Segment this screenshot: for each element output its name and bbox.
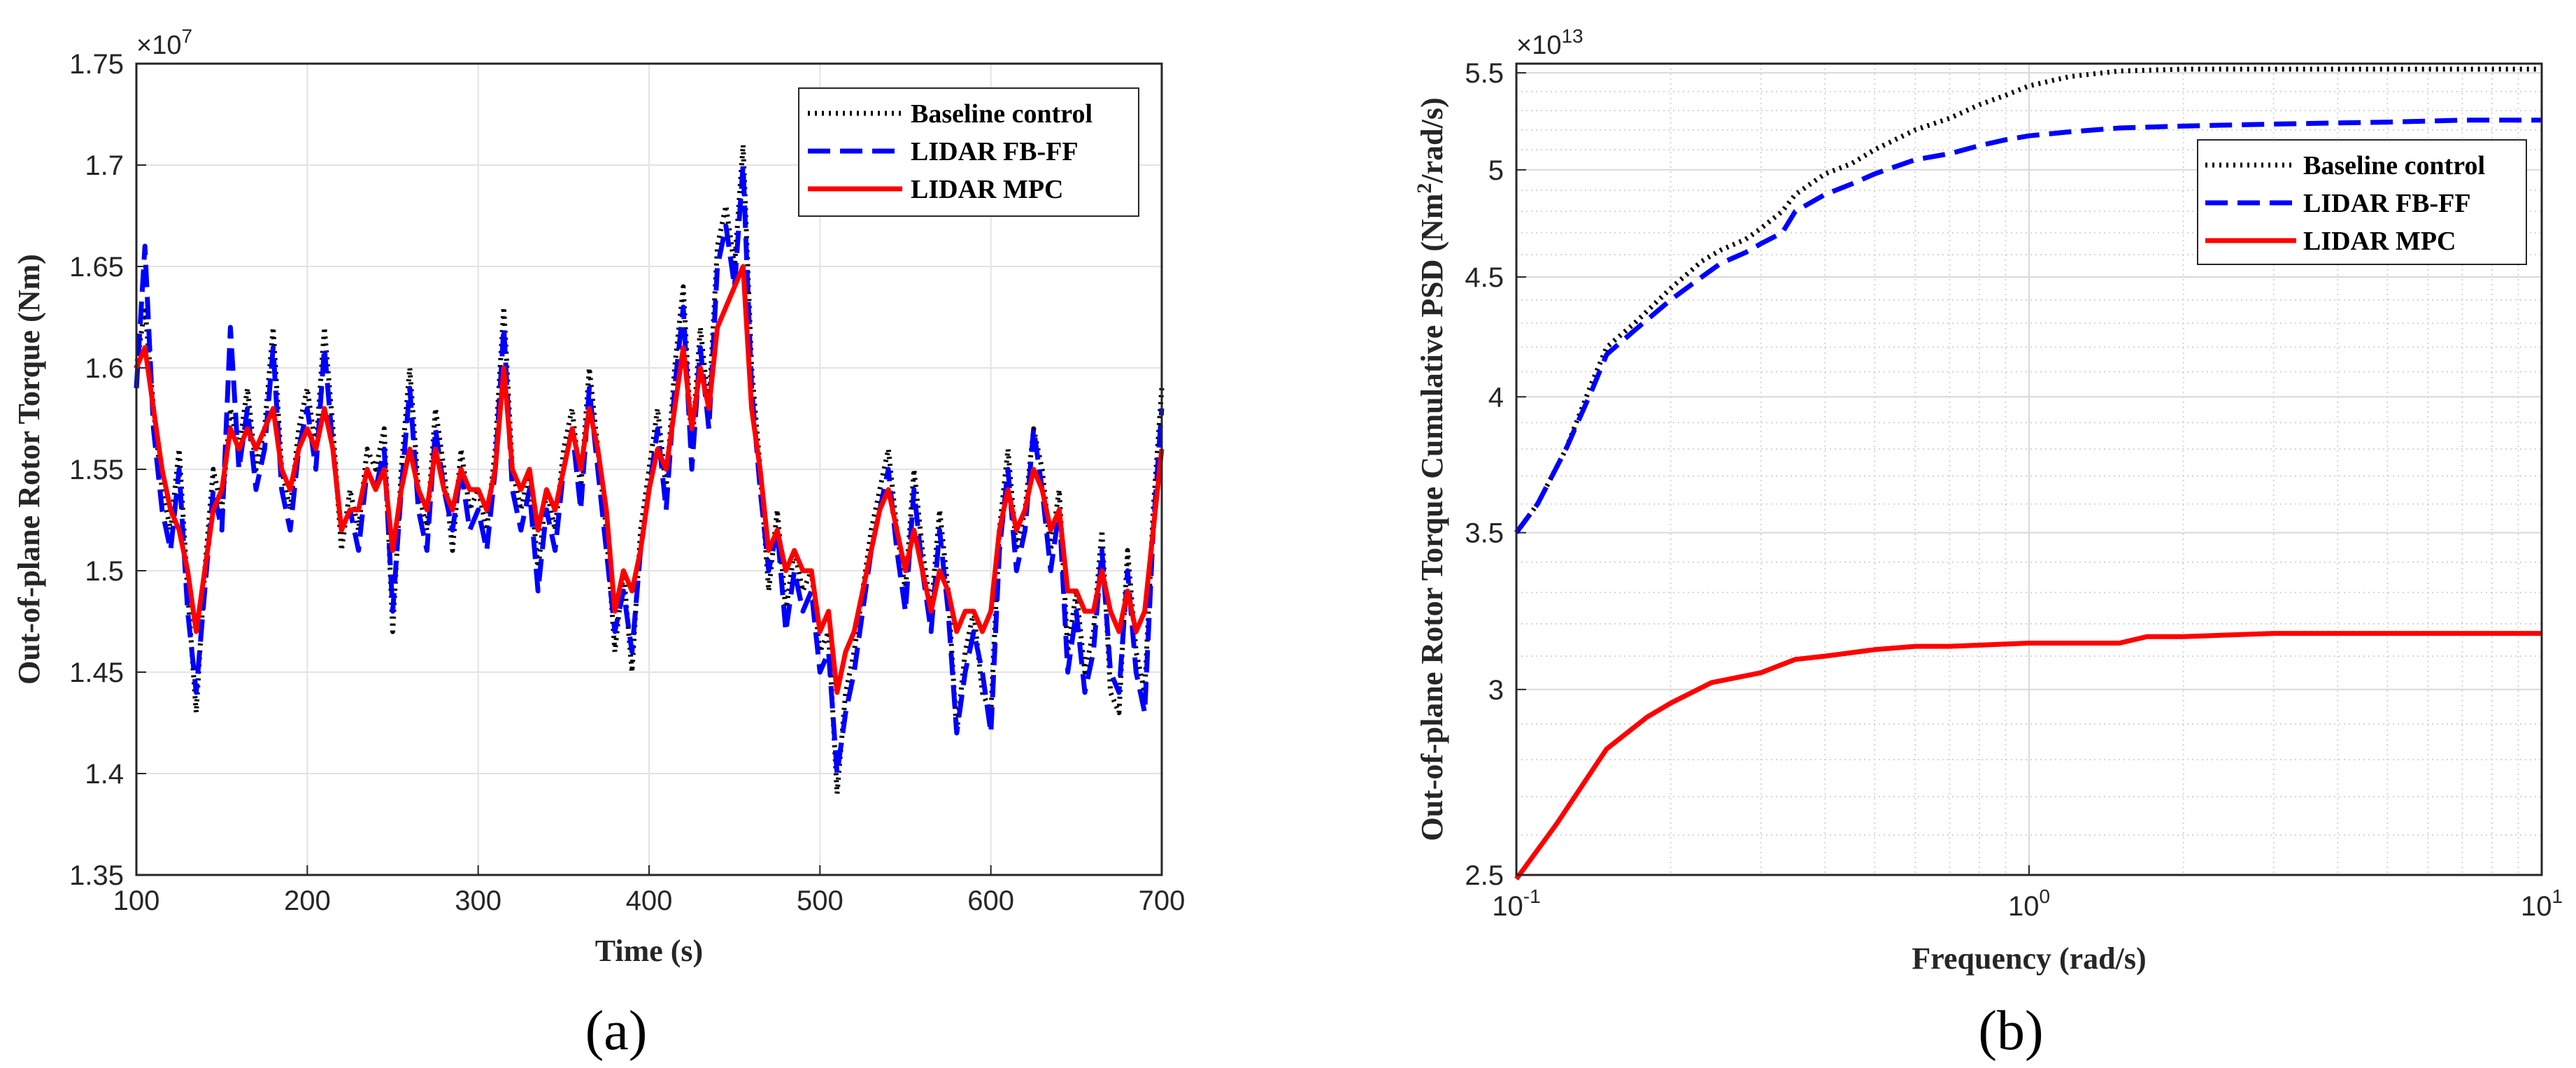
chart-a-multiplier: ×107 xyxy=(136,25,192,60)
chart-a-series xyxy=(134,142,1165,797)
chart-a-y-tick-label: 1.6 xyxy=(85,353,124,384)
chart-b-legend-label-fbff: LIDAR FB-FF xyxy=(2303,189,2471,218)
chart-a-x-tick-label: 500 xyxy=(797,885,844,916)
chart-a-y-tick-label: 1.75 xyxy=(69,49,124,80)
chart-b-y-label: Out-of-plane Rotor Torque Cumulative PSD… xyxy=(1413,97,1449,841)
chart-b-series-lidar-fb-ff xyxy=(1514,118,2542,534)
chart-a-legend-label-fbff: LIDAR FB-FF xyxy=(911,137,1079,166)
chart-b-x-tick-label: 10-1 xyxy=(1492,885,1540,922)
chart-b-frame xyxy=(1515,62,2543,876)
chart-b-series-lidar-mpc xyxy=(1514,631,2542,881)
chart-a-y-tick-label: 1.5 xyxy=(85,556,124,587)
chart-a-y-tick-label: 1.45 xyxy=(69,657,124,688)
chart-b-y-tick-label: 4.5 xyxy=(1465,262,1504,293)
chart-b-series-baseline-control xyxy=(1514,66,2542,534)
chart-a-ticks: 100 200 300 400 500 600 700 1.35 1.4 1.45 1.5 1.55 1… xyxy=(69,49,1185,916)
chart-b-y-tick-label: 5 xyxy=(1488,155,1504,186)
chart-a-x-tick-label: 100 xyxy=(113,885,160,916)
chart-b-y-tick-label: 2.5 xyxy=(1465,860,1504,891)
chart-a-y-tick-label: 1.65 xyxy=(69,252,124,283)
chart-a-x-tick-label: 200 xyxy=(284,885,331,916)
chart-b-ticks: 10-1 100 101 2.5 3 3.5 4 4.5 5 5.5 xyxy=(1465,58,2563,922)
chart-a-frame xyxy=(135,62,1163,876)
chart-b-series xyxy=(1514,66,2542,881)
chart-b-y-tick-label: 4 xyxy=(1488,382,1504,413)
chart-b-legend-label-mpc: LIDAR MPC xyxy=(2303,227,2456,256)
chart-a-y-label: Out-of-plane Rotor Torque (Nm) xyxy=(12,254,46,685)
chart-b-legend-label-baseline: Baseline control xyxy=(2303,151,2485,180)
chart-b-y-tick-label: 3.5 xyxy=(1465,518,1504,549)
chart-b-legend: Baseline control LIDAR FB-FF LIDAR MPC xyxy=(2197,139,2527,265)
chart-b-y-tick-label: 5.5 xyxy=(1465,58,1504,89)
chart-a-x-tick-label: 400 xyxy=(626,885,673,916)
chart-a: 100 200 300 400 500 600 700 1.35 1.4 1.45 1.5 1.55 1… xyxy=(12,25,1185,1062)
chart-a-legend-label-mpc: LIDAR MPC xyxy=(911,175,1063,204)
chart-a-legend: Baseline control LIDAR FB-FF LIDAR MPC xyxy=(798,87,1139,217)
chart-b-y-tick-label: 3 xyxy=(1488,675,1504,706)
chart-a-y-tick-label: 1.35 xyxy=(69,860,124,891)
chart-a-legend-label-baseline: Baseline control xyxy=(911,99,1093,129)
chart-a-y-tick-label: 1.4 xyxy=(85,759,124,790)
chart-a-x-tick-label: 600 xyxy=(967,885,1014,916)
chart-b-caption: (b) xyxy=(1978,1000,2043,1062)
chart-a-x-tick-label: 300 xyxy=(455,885,501,916)
chart-a-y-tick-label: 1.7 xyxy=(85,150,124,181)
chart-b-x-label: Frequency (rad/s) xyxy=(1912,941,2146,976)
chart-a-series-lidar-mpc xyxy=(134,264,1165,695)
chart-b-x-tick-label: 101 xyxy=(2521,885,2563,922)
chart-b-multiplier: ×1013 xyxy=(1516,25,1584,60)
chart-b-x-tick-label: 100 xyxy=(2008,885,2050,922)
chart-b: 10-1 100 101 2.5 3 3.5 4 4.5 5 5.5 ×1013 Frequenc… xyxy=(1413,25,2563,1062)
chart-a-x-label: Time (s) xyxy=(595,934,703,968)
chart-a-caption: (a) xyxy=(585,1000,648,1062)
chart-a-y-tick-label: 1.55 xyxy=(69,455,124,485)
chart-a-x-tick-label: 700 xyxy=(1139,885,1186,916)
